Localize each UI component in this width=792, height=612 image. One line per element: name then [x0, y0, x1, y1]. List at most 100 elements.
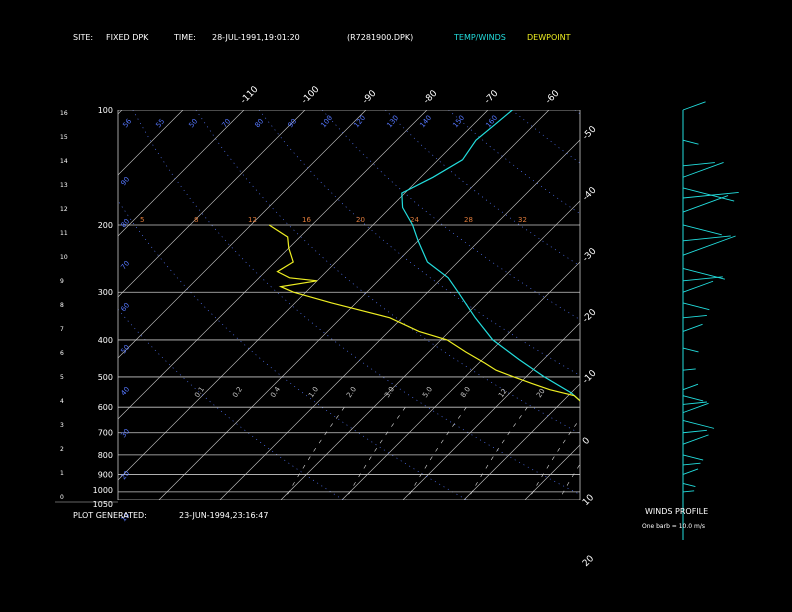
- moist-adiabat-label: 12: [248, 216, 257, 224]
- wind-barb: [682, 195, 729, 213]
- wind-barb: [682, 402, 709, 414]
- mixing-ratio-label: 12: [497, 387, 509, 399]
- height-tick-label: 6: [60, 350, 64, 357]
- dry-adiabat-label: 60: [119, 301, 131, 313]
- height-tick-label: 5: [60, 374, 64, 381]
- wind-profile: [682, 101, 739, 540]
- pressure-tick-label: 100: [98, 106, 113, 115]
- mixing-ratio-line: [651, 407, 711, 500]
- temperature-tick-label: -30: [581, 246, 599, 264]
- moist-adiabat-line: [579, 497, 580, 500]
- plot-frame: [55, 110, 581, 503]
- moist-adiabat-label: 24: [410, 216, 419, 224]
- height-tick-label: 8: [60, 302, 64, 309]
- pressure-tick-label: 300: [98, 288, 113, 297]
- mixing-ratio-line: [528, 418, 580, 500]
- pressure-tick-label: 600: [98, 403, 113, 412]
- pressure-tick-label: 700: [98, 429, 113, 438]
- height-tick-label: 10: [60, 254, 68, 261]
- top-adiabat-label: 55: [154, 117, 166, 129]
- time-label: TIME:: [174, 33, 196, 42]
- isotherm-line: [118, 110, 245, 237]
- mixing-ratio-line: [558, 463, 580, 500]
- moist-adiabat-label: 16: [302, 216, 311, 224]
- time-value: 28-JUL-1991,19:01:20: [212, 33, 300, 42]
- plot-generated-label: PLOT GENERATED:: [73, 511, 147, 520]
- site-label: SITE:: [73, 33, 94, 42]
- height-tick-label: 11: [60, 230, 68, 237]
- legend-temp-winds: TEMP/WINDS: [454, 33, 506, 42]
- dry-adiabat-line: [195, 110, 580, 434]
- moist-adiabat-label: 5: [140, 216, 144, 224]
- mixing-ratio-label: 0.2: [231, 385, 244, 399]
- height-tick-label: 1: [60, 470, 64, 477]
- wind-barb: [682, 323, 703, 332]
- wind-barb: [682, 434, 709, 445]
- mixing-ratio-label: 8.0: [459, 385, 472, 399]
- dry-adiabat-label: 70: [119, 259, 131, 271]
- mixing-ratio-label: 1.0: [307, 385, 320, 399]
- wind-barb: [682, 454, 704, 461]
- pressure-tick-label: 800: [98, 451, 113, 460]
- isotherm-line: [647, 110, 792, 500]
- dewpoint-series-line: [268, 224, 580, 402]
- dry-adiabat-label: 30: [119, 427, 131, 439]
- temperature-tick-label: -10: [581, 368, 599, 386]
- top-adiabat-label: 130: [385, 114, 400, 129]
- isotherm-line: [118, 110, 184, 176]
- isotherm-line: [219, 139, 580, 500]
- moist-adiabat-label: 28: [464, 216, 473, 224]
- mixing-ratio-line: [284, 407, 345, 500]
- isotherm-line: [118, 110, 367, 359]
- grid-lines: [118, 110, 792, 500]
- temperature-tick-label: 0: [581, 436, 592, 447]
- file-id: (R7281900.DPK): [347, 33, 414, 42]
- mixing-ratio-line: [620, 407, 680, 500]
- moist-adiabat-line: [718, 225, 792, 500]
- dry-adiabat-label: 10: [119, 511, 131, 523]
- mixing-ratio-label: 0.1: [193, 385, 206, 399]
- wind-barb: [682, 224, 722, 236]
- isotherm-line: [402, 322, 580, 500]
- mixing-ratio-label: 0.4: [269, 385, 282, 399]
- series-layer: [268, 110, 580, 402]
- height-tick-label: 14: [60, 158, 68, 165]
- wind-barb: [682, 280, 714, 293]
- dry-adiabat-label: 20: [119, 469, 131, 481]
- temperature-tick-label: -40: [581, 185, 599, 203]
- height-tick-label: 15: [60, 134, 68, 141]
- height-tick-label: 12: [60, 206, 68, 213]
- top-adiabat-label: 56: [121, 117, 133, 129]
- mixing-ratio-label: 2.0: [345, 385, 358, 399]
- height-tick-label: 2: [60, 446, 64, 453]
- mixing-ratio-label: 3.0: [383, 385, 396, 399]
- wind-barb: [682, 468, 699, 475]
- wind-barb: [682, 490, 695, 493]
- height-tick-label: 7: [60, 326, 64, 333]
- wind-barb: [682, 420, 715, 429]
- isotherm-line: [118, 110, 306, 298]
- wind-barb: [682, 462, 701, 466]
- axis-labels: 1002003004005006007008009001000105001234…: [60, 84, 599, 569]
- wind-barb: [682, 314, 707, 319]
- temperature-series-line: [401, 110, 580, 402]
- winds-profile-title: WINDS PROFILE: [645, 507, 709, 516]
- isotherm-line: [586, 110, 792, 500]
- dry-adiabat-label: 90: [119, 175, 131, 187]
- temperature-tick-label: -50: [581, 124, 599, 142]
- legend-dewpoint: DEWPOINT: [527, 33, 571, 42]
- pressure-tick-label: 200: [98, 221, 113, 230]
- moist-adiabat-line: [678, 225, 792, 500]
- temperature-tick-label: -70: [483, 88, 501, 106]
- plot-generated-value: 23-JUN-1994,23:16:47: [179, 511, 269, 520]
- dry-adiabat-line: [321, 110, 580, 320]
- dry-adiabat-line: [448, 110, 580, 215]
- isotherm-line: [524, 444, 580, 500]
- wind-barb: [682, 302, 710, 311]
- top-adiabat-label: 120: [352, 114, 367, 129]
- top-adiabat-label: 100: [319, 114, 334, 129]
- moist-adiabat-label: 20: [356, 216, 365, 224]
- temperature-tick-label: 20: [581, 554, 596, 569]
- wind-barb: [682, 276, 723, 282]
